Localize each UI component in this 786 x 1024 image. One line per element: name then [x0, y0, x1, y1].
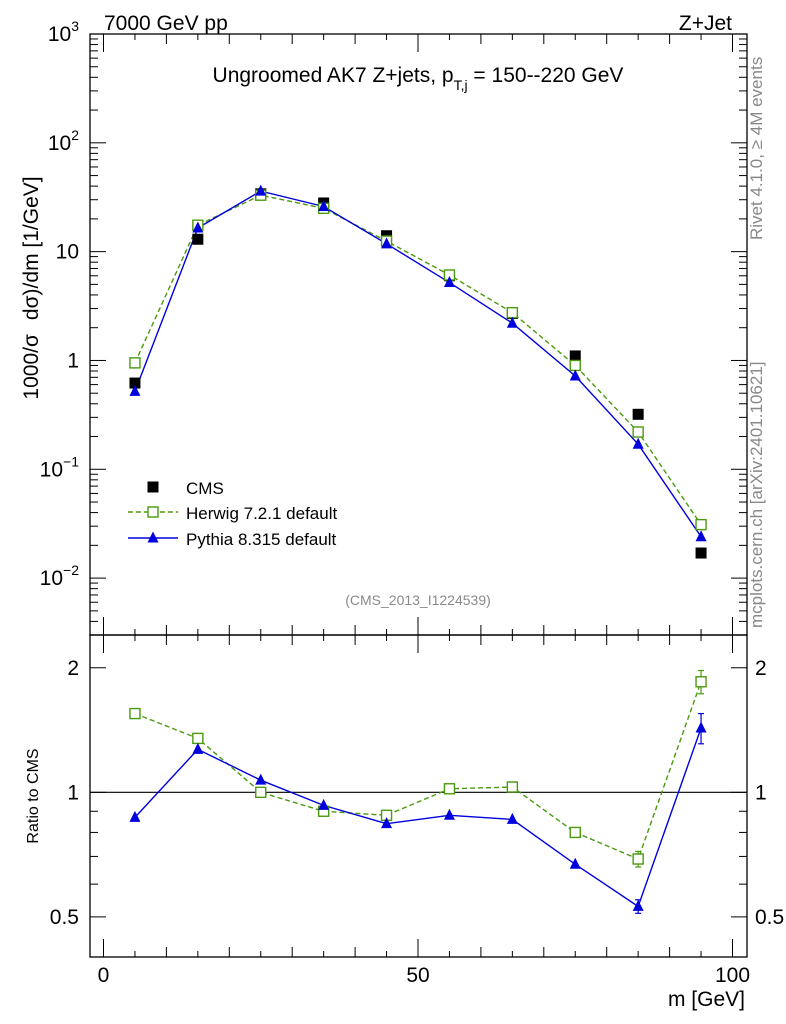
- pythia-point: [255, 184, 267, 196]
- herwig-point: [569, 359, 581, 372]
- herwig-point: [506, 306, 519, 319]
- pythia-point: [129, 384, 141, 396]
- legend: CMS Herwig 7.2.1 default Pythia 8.315 defa…: [128, 479, 337, 549]
- y-tick-exponent: −1: [63, 453, 79, 469]
- y-tick-label: 103: [48, 18, 79, 46]
- title-text-tail: = 150--220 GeV: [468, 64, 624, 87]
- herwig-point: [632, 426, 644, 438]
- mcplots-source-label: mcplots.cern.ch [arXiv:2401.10621]: [747, 362, 766, 628]
- x-tick-label: 0: [98, 964, 110, 987]
- y-tick-base: 10: [48, 132, 71, 155]
- ratio-herwig-point: [255, 786, 267, 799]
- ratio-tick-label-right: 0.5: [755, 906, 784, 929]
- ratio-pythia-point: [443, 808, 455, 820]
- x-tick-label: 100: [715, 964, 750, 987]
- title-subscript: T,j: [454, 77, 468, 93]
- ratio-pythia-point: [569, 857, 581, 869]
- cms-point: [632, 408, 644, 420]
- watermark-label: (CMS_2013_I1224539): [345, 592, 491, 608]
- ratio-herwig-point: [632, 853, 644, 865]
- ratio-herwig-point: [129, 707, 141, 720]
- ratio-pythia-point: [129, 810, 141, 822]
- y-tick-label: 10−1: [40, 453, 80, 481]
- ratio-herwig-point: [443, 783, 456, 795]
- rivet-version-label: Rivet 4.1.0, ≥ 4M events: [747, 57, 766, 240]
- ratio-frame: [89, 634, 748, 958]
- ylabel-part-1: 1000/σ: [20, 334, 43, 400]
- pythia-line: [134, 190, 702, 538]
- herwig-point: [129, 357, 141, 369]
- side-labels: Rivet 4.1.0, ≥ 4M events mcplots.cern.ch…: [747, 57, 766, 628]
- pythia-point: [569, 369, 581, 381]
- ratio-ylabel: Ratio to CMS: [25, 748, 42, 843]
- ratio-herwig-point: [569, 826, 581, 839]
- cms-point: [192, 233, 204, 245]
- y-tick-exponent: −2: [63, 562, 79, 578]
- ratio-tick-label-left: 2: [67, 657, 79, 680]
- ratio-pythia-point: [381, 817, 393, 829]
- legend-herwig-label: Herwig 7.2.1 default: [186, 504, 337, 523]
- ratio-tick-label-right: 1: [755, 781, 767, 804]
- ratio-herwig-point: [192, 732, 204, 745]
- pythia-point: [381, 237, 393, 249]
- ratio-tick-label-left: 1: [67, 781, 79, 804]
- ratio-pythia-point: [695, 721, 707, 733]
- y-tick-base: 10: [40, 567, 63, 590]
- cms-point: [129, 377, 141, 389]
- legend-pythia-marker: [147, 531, 159, 543]
- ratio-pythia-point: [506, 812, 518, 824]
- legend-herwig-marker: [147, 506, 159, 518]
- y-tick-label: 102: [48, 127, 79, 155]
- header-right-label: Z+Jet: [679, 12, 732, 35]
- y-tick-label: 1: [67, 349, 79, 372]
- ratio-pythia-point: [255, 773, 267, 785]
- y-tick-base: 10: [56, 241, 79, 264]
- herwig-line: [134, 194, 702, 526]
- pythia-point: [632, 437, 644, 449]
- ratio-pythia-line: [134, 727, 702, 908]
- x-axis-label: m [GeV]: [668, 988, 745, 1011]
- ratio-pythia-point: [318, 798, 330, 810]
- pythia-point: [318, 199, 330, 211]
- ratio-pythia-point: [192, 742, 204, 754]
- ratio-tick-label-left: 0.5: [50, 906, 79, 929]
- y-tick-exponent: 2: [71, 127, 79, 143]
- y-tick-base: 10: [40, 458, 63, 481]
- main-plot: 7000 GeV pp Z+Jet Ungroomed AK7 Z+jets, pT…: [20, 12, 748, 636]
- ratio-herwig-point: [695, 676, 707, 688]
- cms-point: [695, 547, 707, 559]
- y-tick-exponent: 3: [71, 18, 79, 34]
- ratio-y-ticks: [90, 667, 747, 958]
- legend-cms-marker: [147, 481, 159, 493]
- ratio-tick-label-right: 2: [755, 657, 767, 680]
- header-left-label: 7000 GeV pp: [104, 12, 228, 35]
- legend-cms-label: CMS: [186, 479, 224, 498]
- main-ylabel: 1000/σ dσ)/dm [1/GeV]: [20, 176, 43, 399]
- x-tick-label: 50: [406, 964, 429, 987]
- ylabel-part-2: dσ: [20, 295, 43, 320]
- y-tick-label: 10−2: [40, 562, 80, 590]
- ratio-herwig-point: [506, 781, 519, 793]
- title-text: Ungroomed AK7 Z+jets, p: [213, 64, 454, 87]
- cms-point: [569, 350, 581, 362]
- pythia-point: [192, 221, 204, 233]
- pythia-point: [695, 530, 707, 542]
- main-y-ticks: [90, 38, 747, 636]
- pythia-point: [506, 316, 518, 328]
- legend-pythia-label: Pythia 8.315 default: [186, 530, 337, 549]
- y-tick-base: 1: [67, 349, 79, 372]
- pythia-point: [443, 276, 455, 288]
- ratio-herwig-line: [134, 681, 702, 860]
- herwig-point: [695, 518, 707, 531]
- ylabel-part-3: )/dm [1/GeV]: [20, 176, 43, 295]
- main-title: Ungroomed AK7 Z+jets, pT,j = 150--220 Ge…: [213, 64, 624, 93]
- ratio-pythia-point: [632, 899, 644, 911]
- y-tick-base: 10: [48, 23, 71, 46]
- y-tick-label: 10: [56, 241, 79, 264]
